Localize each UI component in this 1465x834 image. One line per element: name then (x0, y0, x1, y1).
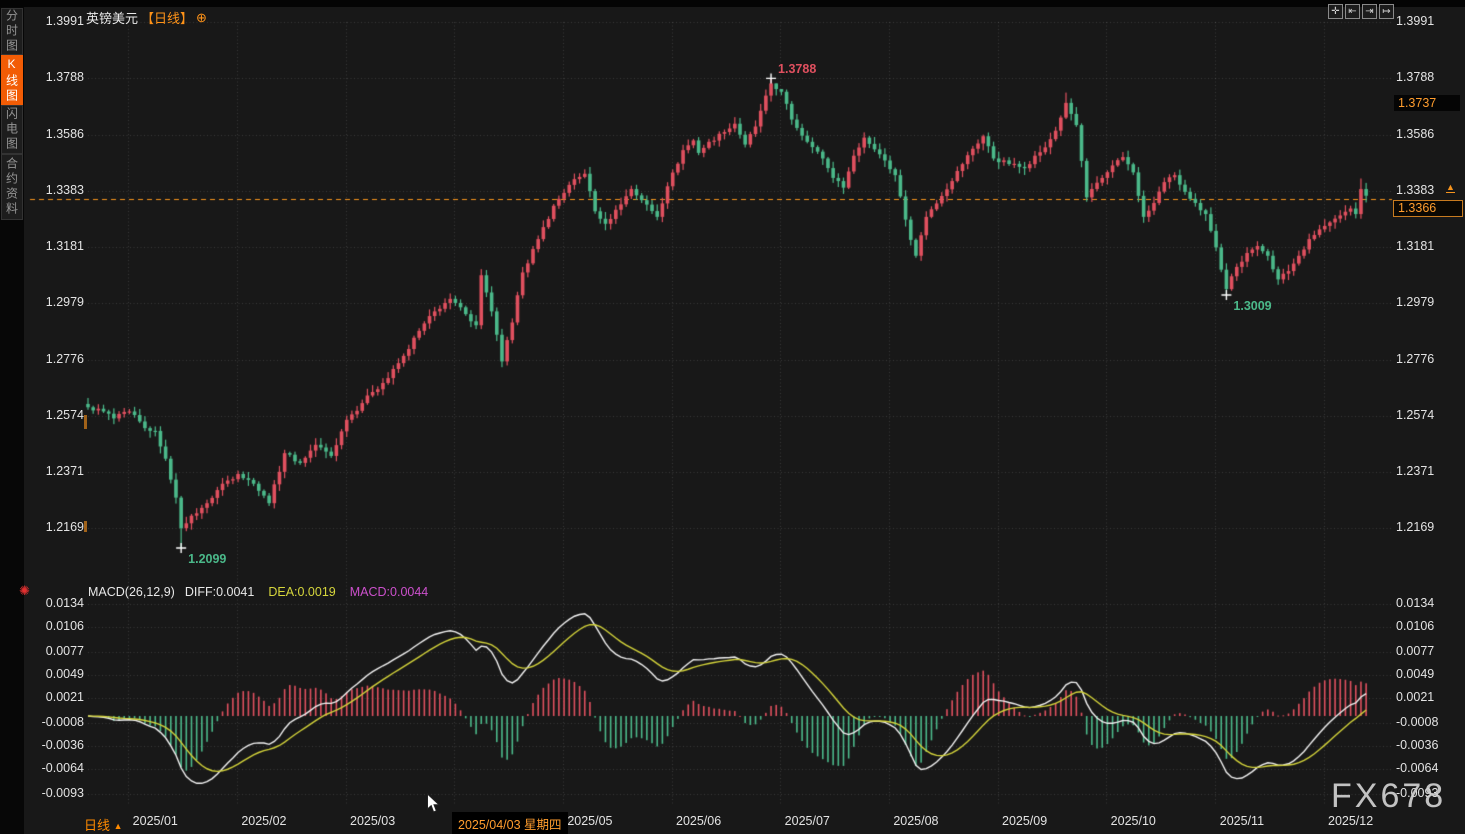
sidebar-item-lightning-chart[interactable]: 闪电图 (1, 105, 23, 154)
icon-glyph: ⇥ (1365, 6, 1374, 17)
zoom-axis-right-icon[interactable]: ⇥ (1362, 4, 1377, 19)
sidebar-item-label: 分时图 (4, 9, 19, 54)
price-up-arrow-icon: ▲ (1446, 182, 1455, 193)
price-axis-label-left: 1.3991 (45, 13, 84, 28)
macd-axis-label-left: -0.0093 (41, 785, 84, 800)
chevron-up-icon: ▲ (113, 821, 123, 831)
axis-event-tick (84, 415, 87, 429)
chart-title: 英镑美元 【日线】 ⊕ (86, 8, 207, 27)
price-axis-label-right: 1.2776 (1396, 351, 1435, 366)
macd-axis-label-right: -0.0008 (1396, 714, 1439, 729)
x-axis-month-label: 2025/05 (567, 814, 613, 828)
low-price-annotation: 1.2099 (188, 551, 227, 566)
x-axis-month-label: 2025/06 (676, 814, 722, 828)
icon-glyph: ✛ (1331, 6, 1340, 17)
sidebar-item-time-share-chart[interactable]: 分时图 (1, 8, 23, 55)
price-axis-label-right: 1.3991 (1396, 13, 1435, 28)
price-axis-label-right: 1.3788 (1396, 70, 1435, 85)
price-axis-label-right: 1.2979 (1396, 295, 1435, 310)
x-axis-month-label: 2025/09 (1002, 814, 1048, 828)
indicator-add-icon[interactable]: ⊕ (196, 9, 207, 25)
macd-title: MACD(26,12,9) (88, 585, 175, 599)
macd-diff-value: DIFF:0.0041 (184, 585, 255, 599)
macd-macd-value: MACD:0.0044 (349, 585, 429, 599)
price-axis-label-right: 1.2574 (1396, 407, 1435, 422)
period-tag: 【日线】 (141, 11, 194, 26)
macd-readout: MACD(26,12,9) DIFF:0.0041 DEA:0.0019 MAC… (88, 585, 428, 599)
macd-axis-label-left: 0.0077 (45, 643, 84, 658)
chart-toolbar: ✛ ⇤ ⇥ ↦ (1328, 4, 1394, 19)
macd-dea-value: DEA:0.0019 (268, 585, 336, 599)
x-axis-month-label: 2025/10 (1110, 814, 1156, 828)
x-axis-month-label: 2025/08 (893, 814, 939, 828)
macd-axis-label-left: -0.0064 (41, 761, 84, 776)
price-axis-label-right: 1.2169 (1396, 520, 1435, 535)
macd-axis-label-right: 0.0021 (1396, 690, 1435, 705)
price-axis-label-left: 1.3383 (45, 183, 84, 197)
x-axis-month-label: 2025/12 (1328, 814, 1374, 828)
macd-axis-label-left: 0.0021 (45, 690, 84, 705)
axis-event-tick (84, 521, 87, 532)
low-price-annotation: 1.3009 (1233, 298, 1272, 313)
sidebar-item-candlestick-chart[interactable]: K线图 (1, 55, 23, 105)
chart-type-sidebar: 分时图 K线图 闪电图 合约资料 (0, 7, 24, 834)
price-axis-label-right: 1.3383 (1396, 183, 1435, 197)
high-price-annotation: 1.3788 (778, 62, 817, 77)
price-axis-label-left: 1.2979 (45, 295, 84, 310)
price-axis-label-left: 1.3586 (45, 126, 84, 141)
sidebar-item-contract-info[interactable]: 合约资料 (1, 154, 23, 220)
price-axis-label-left: 1.2776 (45, 351, 84, 366)
sidebar-item-label: 闪电图 (4, 107, 19, 152)
macd-axis-label-right: -0.0064 (1396, 761, 1439, 776)
macd-axis-label-left: -0.0008 (41, 714, 84, 729)
mouse-cursor (427, 793, 441, 813)
icon-glyph: ↦ (1382, 6, 1391, 17)
price-axis-label-left: 1.2574 (45, 407, 84, 422)
period-selector-button[interactable]: 日线 ▲ (84, 815, 123, 834)
x-axis-month-label: 2025/02 (241, 814, 287, 828)
x-axis-month-label: 2025/03 (350, 814, 396, 828)
price-axis-label-left: 1.2169 (45, 520, 84, 535)
sidebar-item-label: 合约资料 (4, 157, 19, 217)
x-axis-month-label: 2025/01 (132, 814, 178, 828)
sidebar-item-label: K线图 (4, 56, 19, 104)
macd-axis-label-right: 0.0077 (1396, 643, 1435, 658)
zoom-axis-left-icon[interactable]: ⇤ (1345, 4, 1360, 19)
price-axis-label-left: 1.3788 (45, 70, 84, 85)
macd-axis-label-right: -0.0036 (1396, 738, 1439, 753)
icon-glyph: ⇤ (1348, 6, 1357, 17)
x-axis-month-label: 2025/11 (1219, 814, 1265, 828)
indicator-settings-icon[interactable]: ✺ (19, 583, 30, 598)
pan-move-icon[interactable]: ✛ (1328, 4, 1343, 19)
macd-axis-label-left: 0.0134 (45, 596, 84, 610)
symbol-name: 英镑美元 (86, 11, 139, 26)
macd-axis-label-left: 0.0106 (45, 619, 84, 634)
fx678-watermark: FX678 (1331, 777, 1447, 815)
price-axis-label-right: 1.3586 (1396, 126, 1435, 141)
current-price-marker: 1.3366 (1393, 200, 1463, 217)
macd-axis-label-left: 0.0049 (45, 667, 84, 682)
session-high-price-marker: 1.3737 (1394, 94, 1460, 111)
price-axis-label-right: 1.3181 (1396, 239, 1435, 254)
x-axis-month-label: 2025/07 (784, 814, 830, 828)
macd-axis-label-right: -0.0093 (1396, 785, 1439, 800)
price-axis-label-left: 1.2371 (45, 464, 84, 479)
jump-to-latest-icon[interactable]: ↦ (1379, 4, 1394, 19)
price-axis-label-left: 1.3181 (45, 239, 84, 254)
crosshair-date-readout: 2025/04/03 星期四 (452, 812, 568, 834)
macd-axis-label-right: 0.0049 (1396, 667, 1435, 682)
macd-axis-label-right: 0.0134 (1396, 596, 1435, 610)
macd-axis-label-left: -0.0036 (41, 738, 84, 753)
period-selector-label: 日线 (84, 818, 111, 833)
price-axis-label-right: 1.2371 (1396, 464, 1435, 479)
macd-axis-label-right: 0.0106 (1396, 619, 1435, 634)
